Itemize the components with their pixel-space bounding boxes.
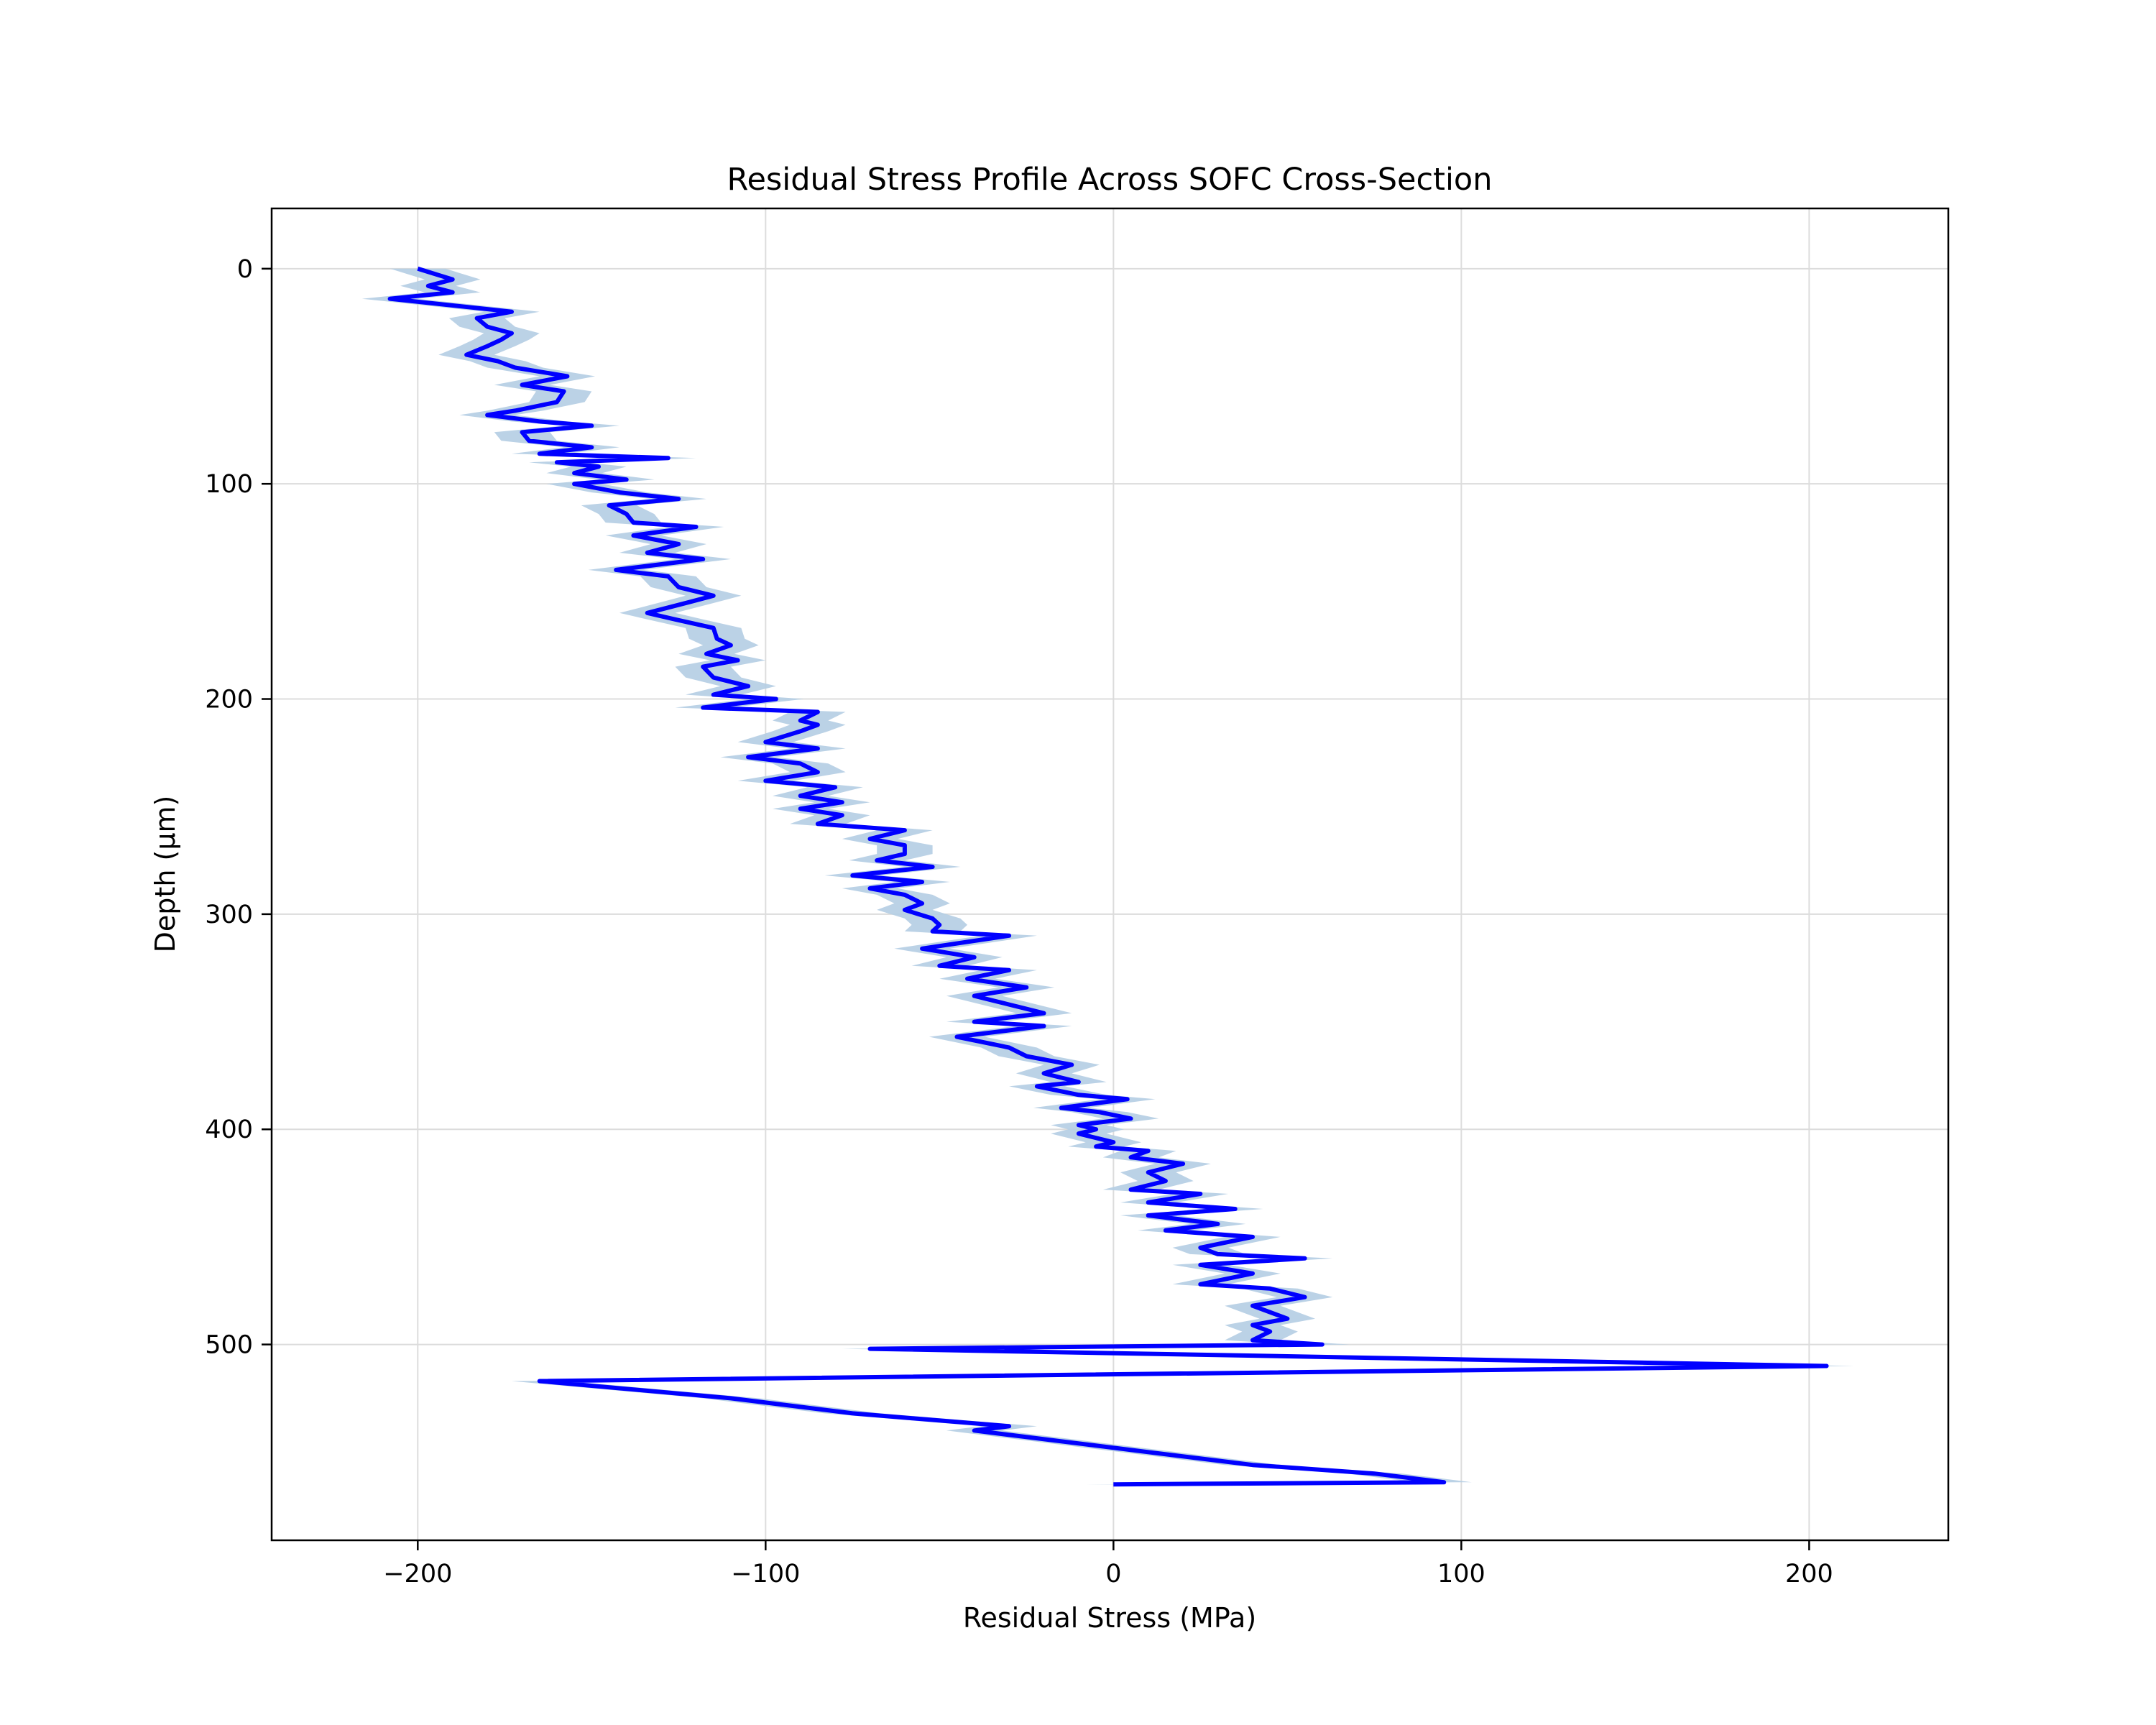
stress-line — [387, 266, 1829, 1487]
y-axis-ticks: 0 100 200 300 400 500 — [205, 255, 272, 1360]
y-axis-label: Depth (µm) — [149, 796, 181, 953]
chart-title: Residual Stress Profile Across SOFC Cros… — [727, 162, 1493, 198]
y-tick-label: 300 — [205, 901, 253, 929]
stress-series — [387, 266, 1829, 1487]
x-tick-label: −100 — [731, 1560, 800, 1588]
x-tick-label: 100 — [1437, 1560, 1485, 1588]
y-tick-label: 500 — [205, 1331, 253, 1360]
plot-frame — [270, 207, 1950, 1542]
y-tick-label: 0 — [237, 255, 253, 284]
x-tick-label: 0 — [1105, 1560, 1121, 1588]
x-axis-ticks: −200 −100 0 100 200 — [383, 1540, 1833, 1588]
y-tick-label: 400 — [205, 1116, 253, 1144]
x-tick-label: −200 — [383, 1560, 452, 1588]
x-tick-label: 200 — [1785, 1560, 1833, 1588]
y-tick-label: 200 — [205, 686, 253, 714]
y-tick-label: 100 — [205, 470, 253, 499]
x-axis-label: Residual Stress (MPa) — [963, 1602, 1256, 1634]
